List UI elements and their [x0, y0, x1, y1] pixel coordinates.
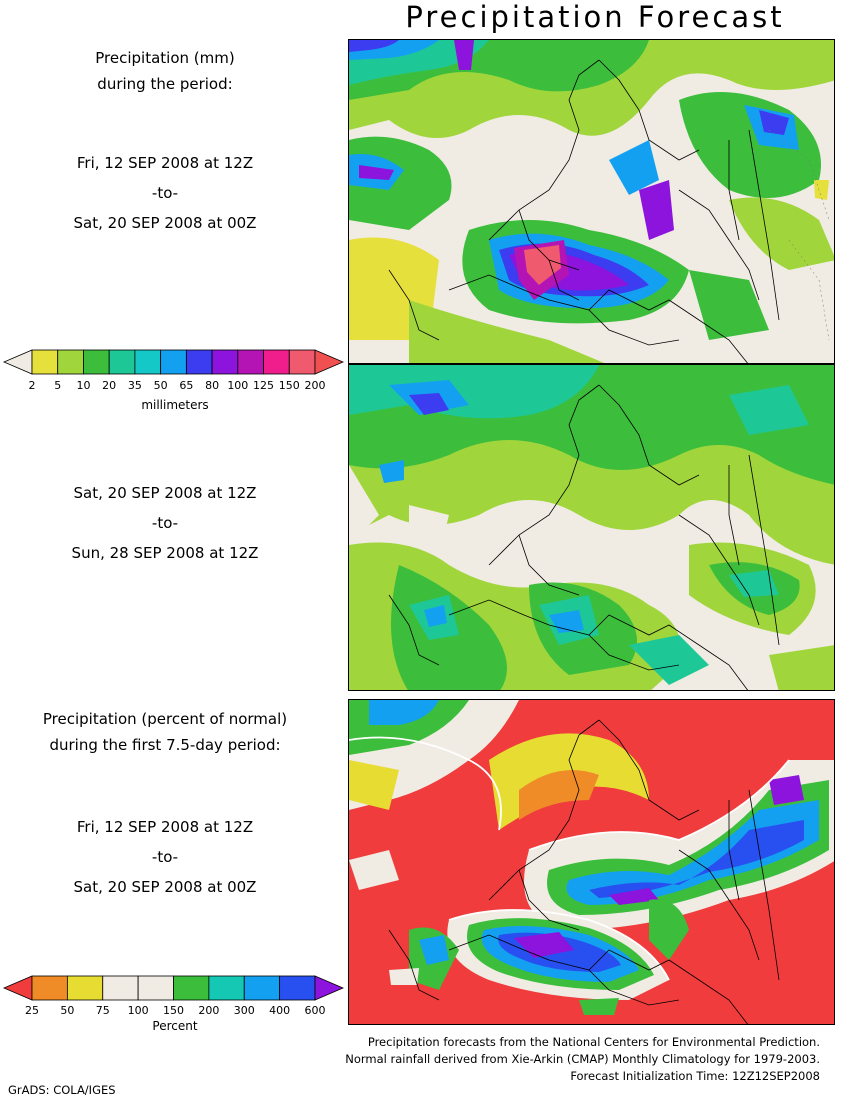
colorbar-percent-tick-label: 300: [233, 1004, 255, 1017]
colorbar-mm-swatch: [185, 349, 213, 375]
map-precip-week1: [348, 39, 835, 364]
colorbar-mm-swatch: [83, 349, 110, 375]
colorbar-percent-tick-label: 50: [60, 1004, 75, 1017]
colorbar-mm-unit: millimeters: [141, 398, 209, 412]
panel3-period: Fri, 12 SEP 2008 at 12Z -to- Sat, 20 SEP…: [73, 818, 257, 896]
colorbar-percent-tick-label: 600: [304, 1004, 326, 1017]
colorbar-mm-tick-label: 125: [253, 379, 275, 392]
colorbar-mm-swatch: [160, 349, 187, 375]
footer-credit: GrADS: COLA/IGES: [8, 1083, 116, 1097]
colorbar-mm-swatch: [211, 349, 239, 375]
colorbar-percent-swatch: [31, 975, 68, 1001]
colorbar-mm-tick-label: 20: [102, 379, 117, 392]
colorbar-mm-tick-label: 10: [76, 379, 91, 392]
panel3-heading: Precipitation (percent of normal) during…: [42, 710, 288, 754]
colorbar-mm-swatch: [2, 349, 33, 375]
colorbar-percent-tick-label: 100: [127, 1004, 149, 1017]
colorbar-percent: 25 50 75 100 150 200 300 400 600 Percent: [0, 974, 348, 1034]
page-title: Precipitation Forecast: [405, 0, 785, 34]
colorbar-mm-swatch: [263, 349, 290, 375]
colorbar-mm-swatches: [2, 349, 345, 375]
colorbar-mm-swatch: [108, 349, 136, 375]
colorbar-percent-swatches: [2, 975, 345, 1001]
colorbar-mm: 2 5 10 20 35 50 65 80 100 125 150 200 millimeters: [0, 346, 348, 421]
panel1-heading: Precipitation (mm) during the period:: [95, 49, 235, 93]
colorbar-percent-unit: Percent: [152, 1019, 198, 1033]
colorbar-percent-swatch: [279, 975, 316, 1001]
colorbar-percent-tick-label: 400: [269, 1004, 291, 1017]
colorbar-mm-swatch: [237, 349, 264, 375]
colorbar-mm-swatch: [57, 349, 84, 375]
colorbar-mm-tick-label: 200: [304, 379, 326, 392]
colorbar-percent-tick-label: 75: [95, 1004, 110, 1017]
colorbar-mm-tick-label: 150: [278, 379, 300, 392]
colorbar-mm-swatch: [314, 349, 345, 375]
colorbar-percent-swatch: [243, 975, 281, 1001]
panel1-period: Fri, 12 SEP 2008 at 12Z -to- Sat, 20 SEP…: [73, 154, 257, 232]
colorbar-mm-tick-label: 65: [179, 379, 194, 392]
colorbar-percent-tick-label: 200: [198, 1004, 220, 1017]
colorbar-mm-swatch: [134, 349, 162, 375]
map-percent-normal: [348, 699, 835, 1025]
colorbar-percent-swatch: [137, 975, 174, 1001]
colorbar-percent-swatch: [2, 975, 33, 1001]
colorbar-percent-swatch: [173, 975, 210, 1001]
panel2-period: Sat, 20 SEP 2008 at 12Z -to- Sun, 28 SEP…: [71, 484, 259, 562]
colorbar-mm-tick-label: 2: [28, 379, 36, 392]
colorbar-percent-tick-label: 25: [25, 1004, 39, 1017]
colorbar-mm-tick-label: 50: [153, 379, 168, 392]
credits: Precipitation forecasts from the Nationa…: [345, 1035, 820, 1083]
map-precip-week2: [348, 364, 835, 691]
colorbar-mm-swatch: [31, 349, 59, 375]
colorbar-percent-swatch: [314, 975, 345, 1001]
colorbar-mm-swatch: [288, 349, 316, 375]
colorbar-mm-tick-label: 80: [205, 379, 220, 392]
colorbar-percent-tick-label: 150: [163, 1004, 184, 1017]
colorbar-mm-tick-label: 35: [127, 379, 142, 392]
colorbar-percent-swatch: [102, 975, 139, 1001]
colorbar-mm-tick-label: 100: [227, 379, 249, 392]
colorbar-mm-tick-label: 5: [54, 379, 62, 392]
colorbar-percent-swatch: [208, 975, 245, 1001]
colorbar-percent-swatch: [66, 975, 104, 1001]
